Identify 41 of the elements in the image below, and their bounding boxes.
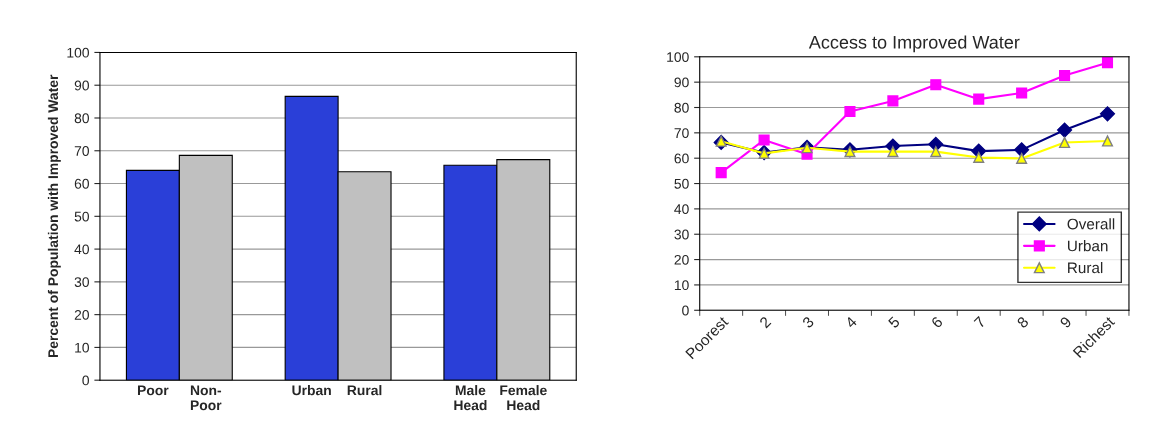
chart-title: Access to Improved Water <box>808 35 1020 53</box>
y-tick-label: 70 <box>674 128 689 139</box>
x-tick-label: Poor <box>137 385 169 396</box>
y-tick-label: 80 <box>674 102 689 113</box>
y-tick-label: 50 <box>674 178 689 189</box>
y-tick-label: 30 <box>674 229 689 240</box>
y-tick-label: 50 <box>74 211 89 222</box>
x-tick-label: Male Head <box>454 385 487 411</box>
y-tick-label: 100 <box>667 52 689 62</box>
y-axis-title: Percent of Population with Improved Water <box>47 74 61 358</box>
legend-label: Overall <box>1067 218 1115 230</box>
y-tick-label: 30 <box>74 277 89 288</box>
legend-label: Urban <box>1068 240 1108 252</box>
y-tick-label: 0 <box>682 305 689 316</box>
y-tick-label: 10 <box>75 342 89 353</box>
x-tick-label: 7 <box>973 316 987 329</box>
x-tick-label: Non- Poor <box>190 385 222 411</box>
x-tick-label: Female Head <box>500 385 547 411</box>
y-tick-label: 0 <box>82 375 89 386</box>
x-tick-label: Rural <box>347 385 382 396</box>
x-tick-label: 4 <box>844 315 858 329</box>
y-tick-label: 60 <box>74 178 89 189</box>
y-tick-label: 80 <box>74 113 89 124</box>
x-tick-label: 6 <box>930 315 944 329</box>
y-tick-label: 90 <box>74 80 89 91</box>
legend-label: Rural <box>1068 262 1103 274</box>
y-tick-label: 10 <box>674 280 689 291</box>
x-tick-label: 8 <box>1016 315 1030 329</box>
y-tick-label: 40 <box>74 244 89 255</box>
y-tick-label: 70 <box>74 146 89 156</box>
y-tick-label: 40 <box>674 204 689 215</box>
y-tick-label: 20 <box>674 254 689 265</box>
x-tick-label: Urban <box>292 385 331 396</box>
y-tick-label: 20 <box>74 309 89 320</box>
x-tick-label: 3 <box>801 315 815 329</box>
x-tick-label: 9 <box>1059 315 1072 329</box>
x-tick-label: 2 <box>758 315 772 329</box>
x-tick-label: 5 <box>887 315 901 329</box>
y-tick-label: 60 <box>674 153 689 164</box>
y-tick-label: 90 <box>674 77 689 88</box>
y-tick-label: 100 <box>67 47 89 58</box>
